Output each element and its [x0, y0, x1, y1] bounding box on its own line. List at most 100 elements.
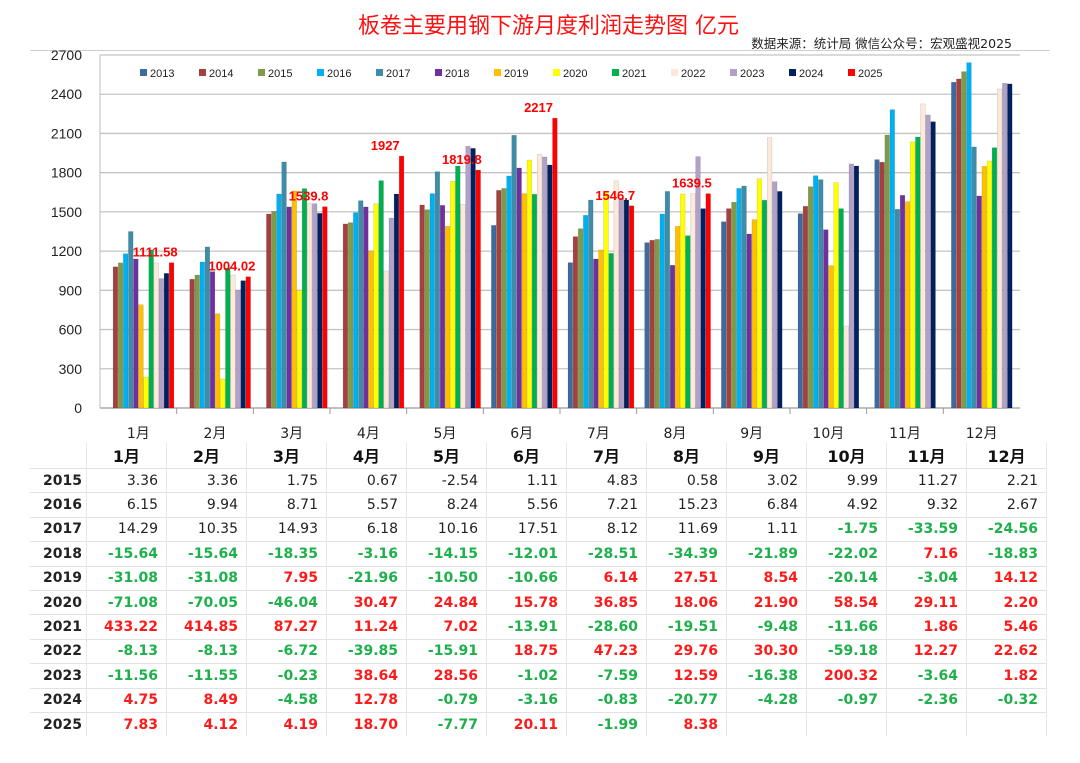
row-year: 2021 — [30, 614, 87, 640]
table-cell: -18.83 — [966, 541, 1047, 567]
table-cell: 414.85 — [166, 614, 247, 640]
table-cell: -1.02 — [486, 663, 567, 689]
y-tick-label: 2100 — [51, 125, 82, 141]
x-tick-label: 3月 — [280, 426, 303, 442]
table-cell — [966, 712, 1047, 737]
table-cell: -2.54 — [406, 468, 487, 494]
bar-2022-2月 — [230, 274, 236, 409]
table-cell: 24.84 — [406, 590, 487, 616]
row-year: 2018 — [30, 541, 87, 567]
bar-2021-8月 — [685, 235, 691, 409]
bar-2017-11月 — [894, 209, 901, 409]
table-cell: -71.08 — [86, 590, 167, 616]
legend-label-2013: 2013 — [150, 68, 174, 80]
table-cell: 8.71 — [246, 492, 327, 518]
bar-2021-11月 — [915, 136, 921, 409]
bar-2022-10月 — [843, 325, 849, 409]
bar-2018-6月 — [516, 167, 522, 409]
bar-2016-10月 — [813, 175, 819, 409]
legend-swatch-2025 — [848, 69, 855, 76]
table-cell: 7.21 — [566, 492, 647, 518]
legend-swatch-2022 — [671, 69, 678, 76]
bar-2023-1月 — [158, 278, 164, 409]
x-tick-label: 2月 — [204, 426, 227, 442]
row-year: 2019 — [30, 566, 87, 591]
table-cell: 4.83 — [566, 468, 647, 494]
table-cell: 9.94 — [166, 492, 247, 518]
bar-2016-12月 — [966, 62, 972, 409]
bar-2016-5月 — [429, 193, 435, 409]
data-source: 数据来源：统计局 微信公众号：宏观盛视2025 — [751, 36, 1012, 51]
table-cell: 87.27 — [246, 614, 327, 640]
bar-2018-5月 — [439, 205, 446, 409]
column-header: 6月 — [486, 442, 567, 469]
data-label-2025: 1639.5 — [672, 176, 712, 191]
bar-2014-11月 — [879, 161, 885, 409]
table-cell: 18.06 — [646, 590, 727, 616]
bar-2018-3月 — [286, 206, 292, 409]
table-cell: 4.75 — [86, 688, 167, 713]
table-cell: -10.66 — [486, 566, 567, 591]
table-row: 2024 4.75 8.49 -4.58 12.78 -0.79 -3.16 -0.83 -20… — [30, 688, 1047, 713]
x-tick-label: 11月 — [889, 426, 921, 442]
row-year: 2023 — [30, 663, 87, 689]
x-tick-label: 12月 — [966, 426, 998, 442]
bar-2018-9月 — [746, 233, 752, 409]
table-cell: 7.95 — [246, 566, 327, 591]
column-header: 7月 — [566, 442, 647, 469]
bar-2019-6月 — [521, 193, 527, 409]
table-cell: -19.51 — [646, 614, 727, 640]
column-header: 9月 — [726, 442, 807, 469]
bar-2013-12月 — [951, 81, 957, 409]
bar-2025-5月 — [475, 169, 481, 409]
bar-2025-4月 — [398, 155, 405, 409]
bar-2014-5月 — [419, 204, 425, 409]
bar-2019-3月 — [291, 190, 297, 409]
bar-2024-10月 — [853, 165, 860, 409]
table-cell — [806, 712, 887, 737]
bar-2023-10月 — [848, 163, 854, 409]
legend-swatch-2021 — [612, 69, 619, 76]
table-cell: -11.55 — [166, 663, 247, 689]
bar-2014-10月 — [802, 206, 809, 409]
bar-2024-3月 — [317, 213, 323, 409]
bar-2015-6月 — [501, 188, 507, 409]
table-cell: 6.84 — [726, 492, 807, 518]
bar-2025-7月 — [628, 205, 635, 409]
column-header: 12月 — [966, 442, 1047, 469]
bar-2025-8月 — [705, 193, 711, 409]
legend-label-2022: 2022 — [681, 68, 705, 80]
bar-2018-8月 — [669, 264, 676, 409]
bar-2018-10月 — [823, 229, 829, 409]
table-cell: 1.11 — [726, 517, 807, 543]
table-cell — [726, 712, 807, 737]
bar-2013-8月 — [644, 242, 650, 409]
table-cell: -0.97 — [806, 688, 887, 713]
corner-cell — [30, 442, 87, 469]
table-cell: 21.90 — [726, 590, 807, 616]
x-tick-label: 9月 — [740, 426, 763, 442]
bar-2015-3月 — [271, 210, 277, 409]
bar-2021-5月 — [455, 165, 461, 409]
bar-2023-8月 — [695, 156, 701, 409]
bar-2024-2月 — [240, 280, 246, 409]
bar-2022-9月 — [766, 137, 773, 409]
bar-2024-7月 — [623, 199, 630, 409]
bar-2017-2月 — [204, 246, 211, 409]
table-cell: -33.59 — [886, 517, 967, 543]
bar-2024-9月 — [777, 191, 783, 409]
data-label-2025: 1927 — [371, 138, 400, 153]
bar-2022-3月 — [306, 203, 313, 409]
x-tick-label: 8月 — [664, 426, 687, 442]
y-tick-label: 300 — [59, 361, 83, 377]
table-cell: 27.51 — [646, 566, 727, 591]
table-cell: 12.59 — [646, 663, 727, 689]
table-cell: -0.23 — [246, 663, 327, 689]
bar-2019-5月 — [445, 226, 451, 409]
bar-2020-7月 — [603, 192, 609, 409]
table-cell: -0.32 — [966, 688, 1047, 713]
table-cell: 1.82 — [966, 663, 1047, 689]
bar-2020-1月 — [143, 376, 149, 409]
table-cell: 8.24 — [406, 492, 487, 518]
table-cell: 28.56 — [406, 663, 487, 689]
